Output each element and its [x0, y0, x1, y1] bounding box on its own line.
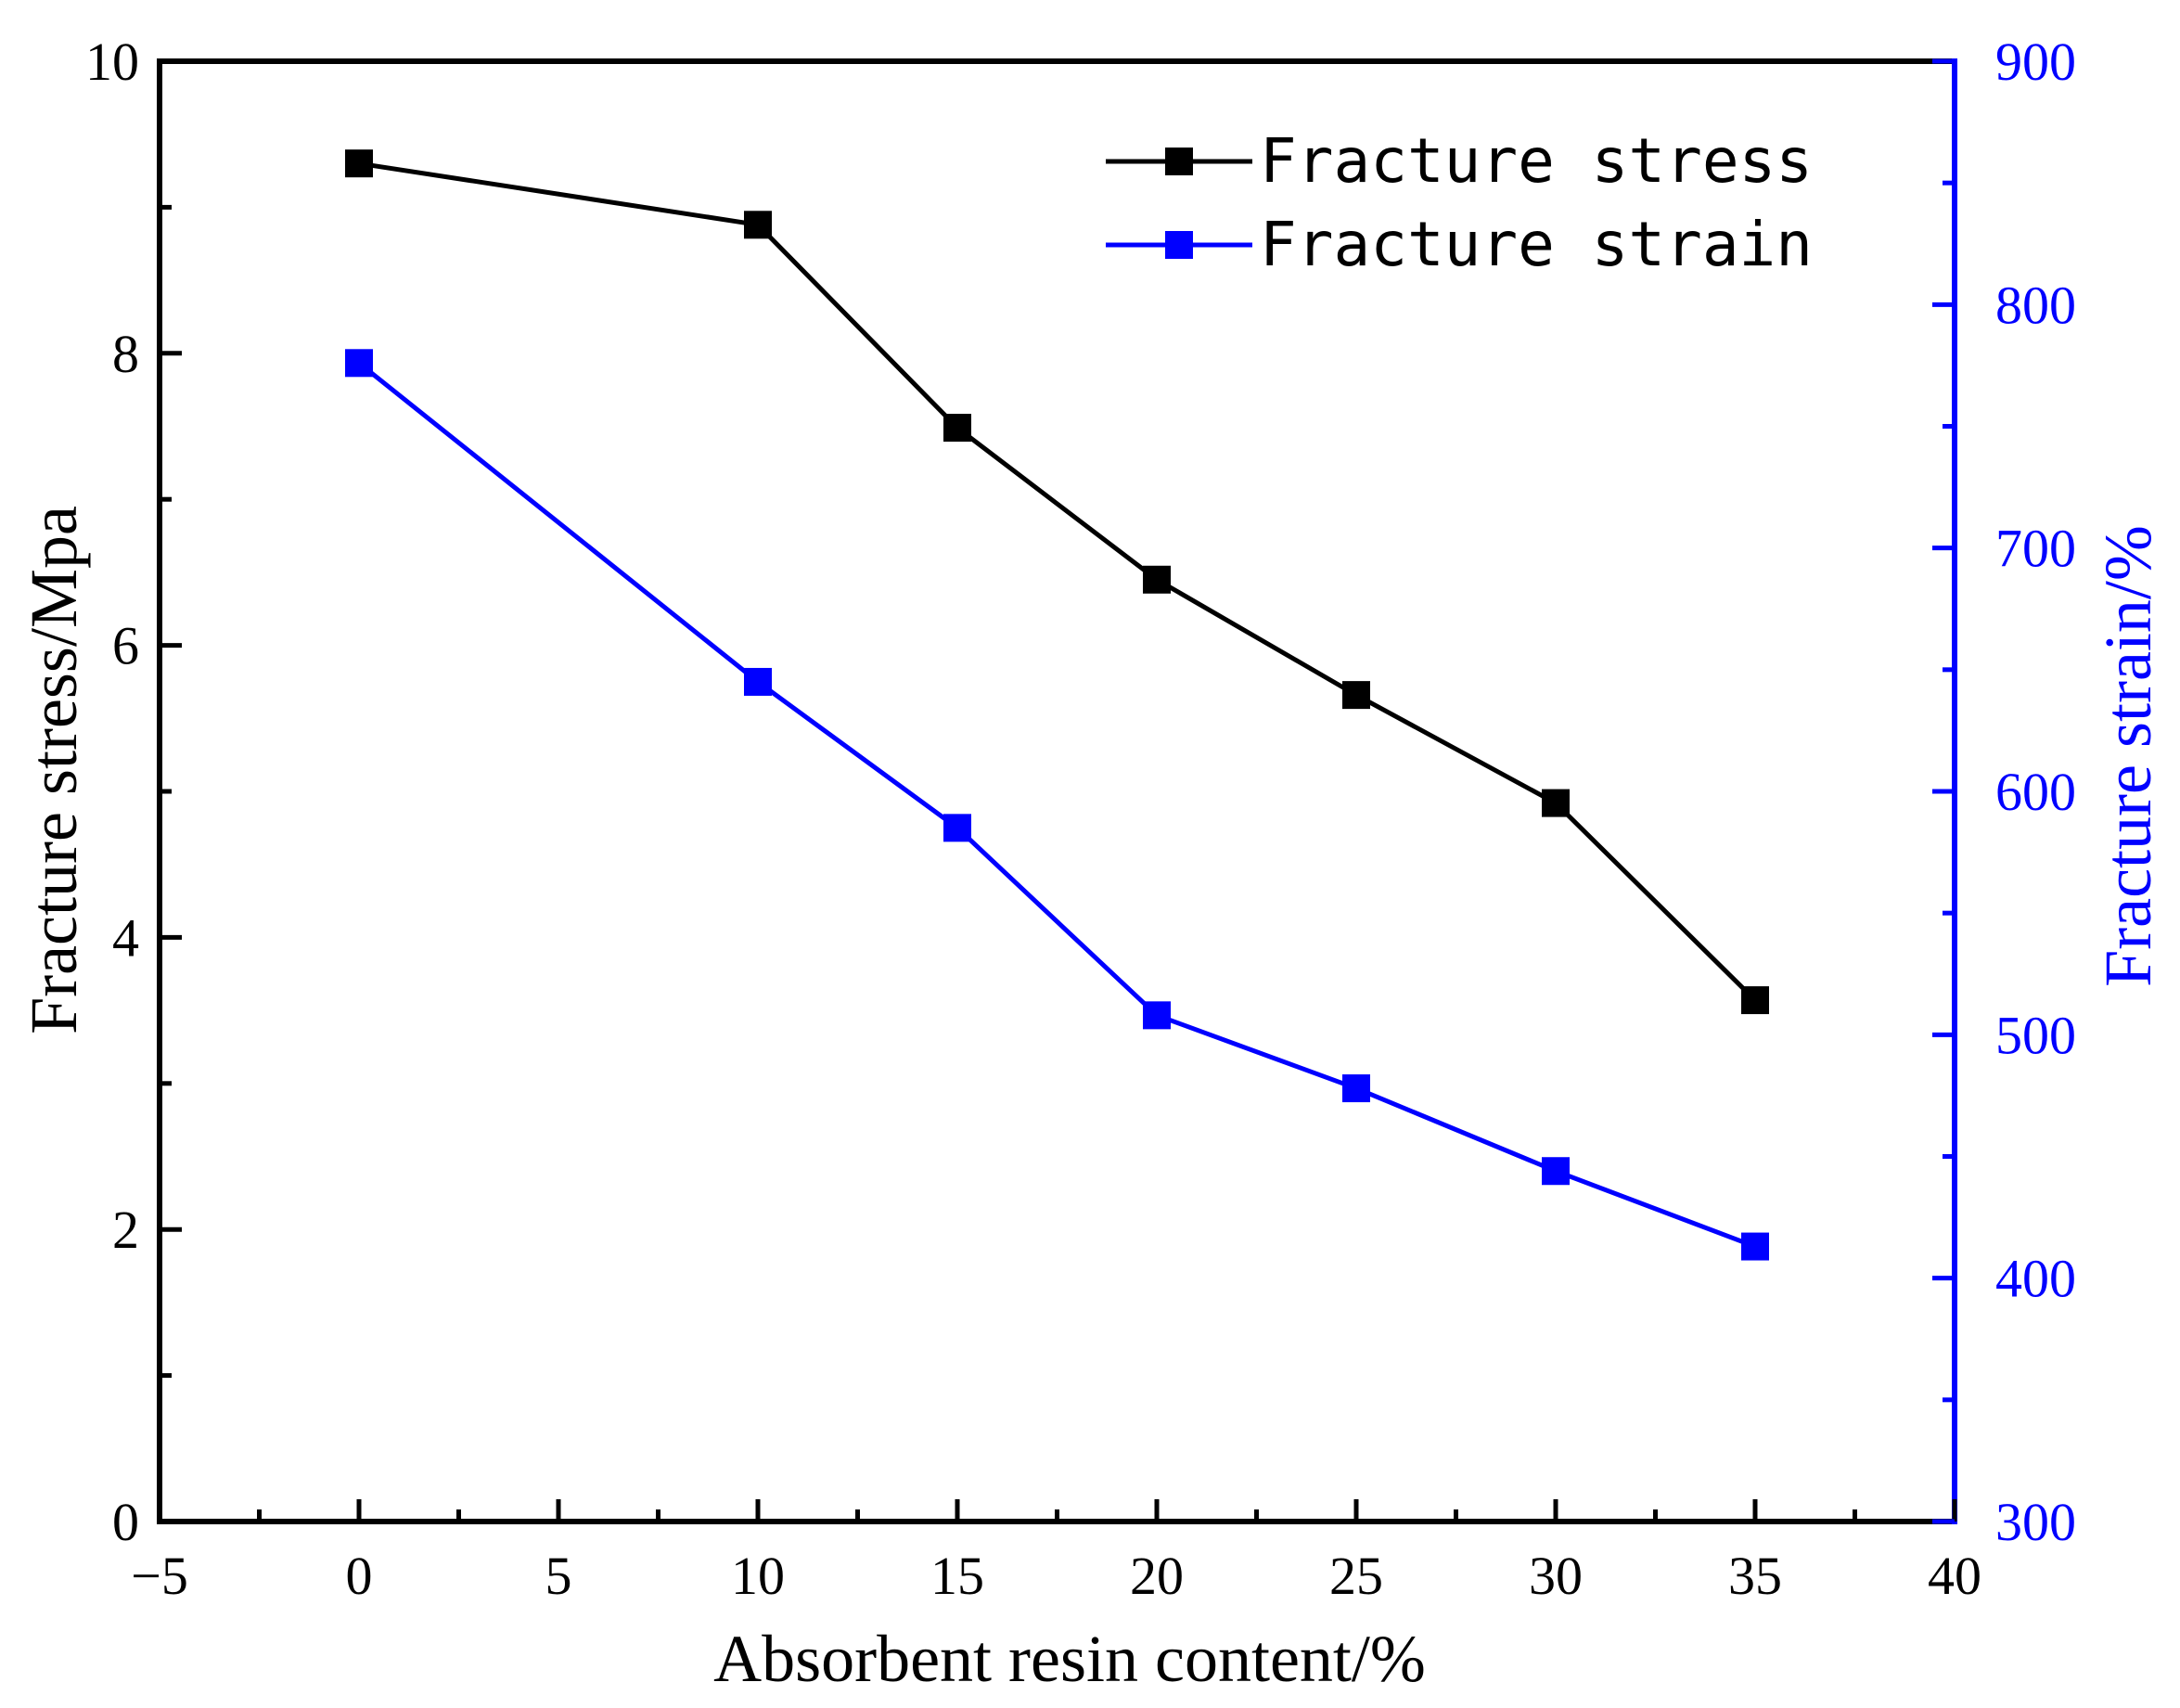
x-tick-label: 40 — [1928, 1546, 1981, 1606]
x-tick-label: 25 — [1329, 1546, 1383, 1606]
y-left-tick-label: 8 — [112, 324, 139, 384]
legend-marker — [1165, 148, 1193, 175]
x-tick-label: 35 — [1728, 1546, 1782, 1606]
y-right-tick-label: 800 — [1995, 275, 2076, 335]
legend-marker — [1165, 231, 1193, 259]
data-point-fracture-stress — [1143, 565, 1171, 594]
data-point-fracture-stress — [1542, 789, 1570, 817]
data-point-fracture-stress — [1741, 986, 1769, 1015]
data-point-fracture-strain — [1542, 1157, 1570, 1186]
y-axis-right-label: Fracture strain/% — [2091, 525, 2165, 987]
legend-label: Fracture stress — [1260, 125, 1813, 197]
y-right-tick-label: 500 — [1995, 1005, 2076, 1065]
data-point-fracture-strain — [1143, 1001, 1171, 1030]
y-right-tick-label: 700 — [1995, 519, 2076, 579]
legend: Fracture stress Fracture strain — [1106, 125, 1813, 280]
y-right-tick-label: 400 — [1995, 1249, 2076, 1309]
legend-entry-fracture-stress: Fracture stress — [1106, 125, 1813, 197]
y-right-tick-label: 300 — [1995, 1492, 2076, 1552]
data-point-fracture-strain — [1342, 1074, 1370, 1103]
x-tick-label: 30 — [1529, 1546, 1583, 1606]
x-axis-label: Absorbent resin content/% — [713, 1622, 1426, 1696]
y-left-tick-label: 2 — [112, 1200, 139, 1260]
y-left-tick-label: 10 — [85, 32, 139, 92]
data-point-fracture-stress — [744, 211, 772, 239]
series-fracture-strain — [345, 349, 1769, 1261]
x-tick-label: 15 — [930, 1546, 984, 1606]
data-point-fracture-strain — [943, 814, 971, 842]
x-tick-label: −5 — [131, 1546, 188, 1606]
y-axis-left-label: Fracture stress/Mpa — [17, 506, 91, 1034]
data-point-fracture-stress — [943, 414, 971, 443]
x-tick-label: 10 — [731, 1546, 785, 1606]
x-tick-label: 20 — [1130, 1546, 1184, 1606]
y-left-tick-label: 0 — [112, 1492, 139, 1552]
axes: −5 0 5 10 15 20 25 30 35 400246810300400500600700… — [85, 32, 2076, 1606]
y-right-tick-label: 900 — [1995, 32, 2076, 92]
y-right-tick-label: 600 — [1995, 762, 2076, 822]
y-left-tick-label: 4 — [112, 907, 139, 968]
x-tick-label: 0 — [346, 1546, 373, 1606]
series-layer — [345, 149, 1769, 1261]
legend-entry-fracture-strain: Fracture strain — [1106, 209, 1813, 280]
x-tick-label: 5 — [545, 1546, 572, 1606]
data-point-fracture-stress — [345, 149, 373, 178]
legend-label: Fracture strain — [1260, 209, 1813, 280]
data-point-fracture-strain — [1741, 1232, 1769, 1261]
data-point-fracture-stress — [1342, 681, 1370, 710]
series-line-fracture-stress — [358, 161, 1757, 1002]
series-fracture-stress — [345, 149, 1769, 1015]
y-left-tick-label: 6 — [112, 616, 139, 676]
data-point-fracture-strain — [345, 349, 373, 378]
data-point-fracture-strain — [744, 667, 772, 696]
